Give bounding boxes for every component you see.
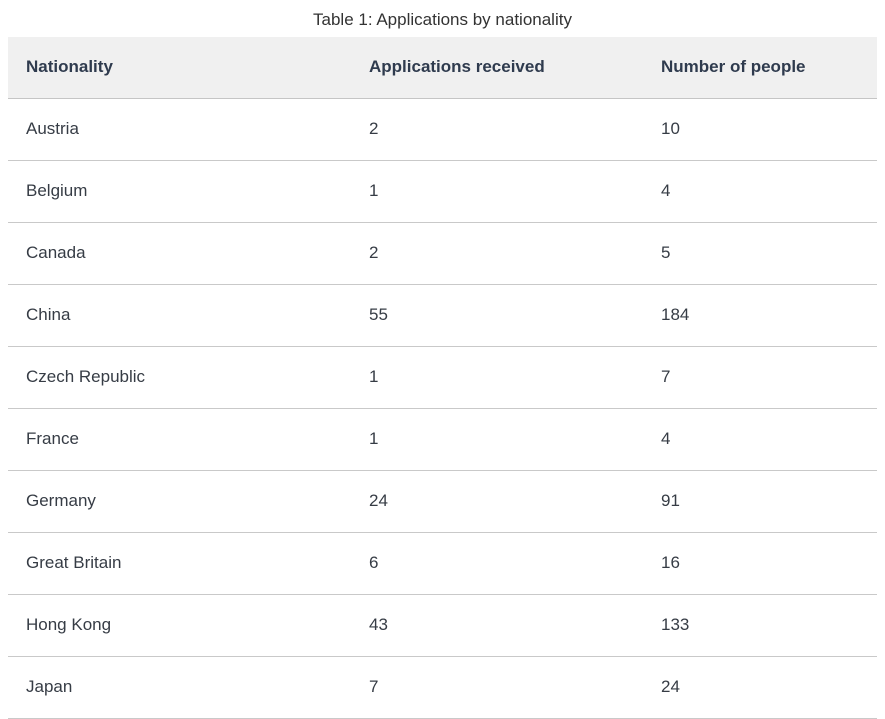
cell-applications-received: 1 bbox=[351, 408, 643, 471]
cell-nationality: Austria bbox=[8, 98, 351, 161]
cell-applications-received: 24 bbox=[351, 470, 643, 533]
cell-nationality: Belgium bbox=[8, 160, 351, 223]
column-header-nationality: Nationality bbox=[8, 37, 351, 99]
cell-nationality: Japan bbox=[8, 656, 351, 719]
cell-number-of-people: 133 bbox=[643, 594, 877, 657]
cell-applications-received: 2 bbox=[351, 98, 643, 161]
cell-applications-received: 7 bbox=[351, 656, 643, 719]
cell-applications-received: 6 bbox=[351, 532, 643, 595]
table-row: China 55 184 bbox=[8, 284, 877, 347]
cell-number-of-people: 5 bbox=[643, 222, 877, 285]
column-header-applications-received: Applications received bbox=[351, 37, 643, 99]
cell-applications-received: 1 bbox=[351, 160, 643, 223]
table-row: Czech Republic 1 7 bbox=[8, 346, 877, 409]
cell-nationality: Canada bbox=[8, 222, 351, 285]
table-title: Table 1: Applications by nationality bbox=[313, 10, 572, 29]
cell-applications-received: 1 bbox=[351, 346, 643, 409]
cell-number-of-people: 24 bbox=[643, 656, 877, 719]
cell-nationality: Czech Republic bbox=[8, 346, 351, 409]
table-row: Japan 7 24 bbox=[8, 656, 877, 719]
cell-nationality: China bbox=[8, 284, 351, 347]
cell-number-of-people: 4 bbox=[643, 408, 877, 471]
table-row: Hong Kong 43 133 bbox=[8, 594, 877, 657]
applications-by-nationality-table: Nationality Applications received Number… bbox=[8, 37, 877, 719]
table-row: Austria 2 10 bbox=[8, 98, 877, 161]
cell-applications-received: 43 bbox=[351, 594, 643, 657]
cell-applications-received: 2 bbox=[351, 222, 643, 285]
table-row: Belgium 1 4 bbox=[8, 160, 877, 223]
table-row: Canada 2 5 bbox=[8, 222, 877, 285]
cell-applications-received: 55 bbox=[351, 284, 643, 347]
table-row: Germany 24 91 bbox=[8, 470, 877, 533]
cell-nationality: France bbox=[8, 408, 351, 471]
table-row: France 1 4 bbox=[8, 408, 877, 471]
cell-number-of-people: 16 bbox=[643, 532, 877, 595]
cell-nationality: Germany bbox=[8, 470, 351, 533]
cell-number-of-people: 7 bbox=[643, 346, 877, 409]
table-row: Great Britain 6 16 bbox=[8, 532, 877, 595]
table-body: Austria 2 10 Belgium 1 4 Canada 2 5 China 55 184 Cze… bbox=[8, 98, 877, 719]
cell-number-of-people: 91 bbox=[643, 470, 877, 533]
cell-number-of-people: 10 bbox=[643, 98, 877, 161]
table-header-row: Nationality Applications received Number… bbox=[8, 37, 877, 99]
cell-number-of-people: 4 bbox=[643, 160, 877, 223]
cell-nationality: Hong Kong bbox=[8, 594, 351, 657]
cell-nationality: Great Britain bbox=[8, 532, 351, 595]
cell-number-of-people: 184 bbox=[643, 284, 877, 347]
column-header-number-of-people: Number of people bbox=[643, 37, 877, 99]
